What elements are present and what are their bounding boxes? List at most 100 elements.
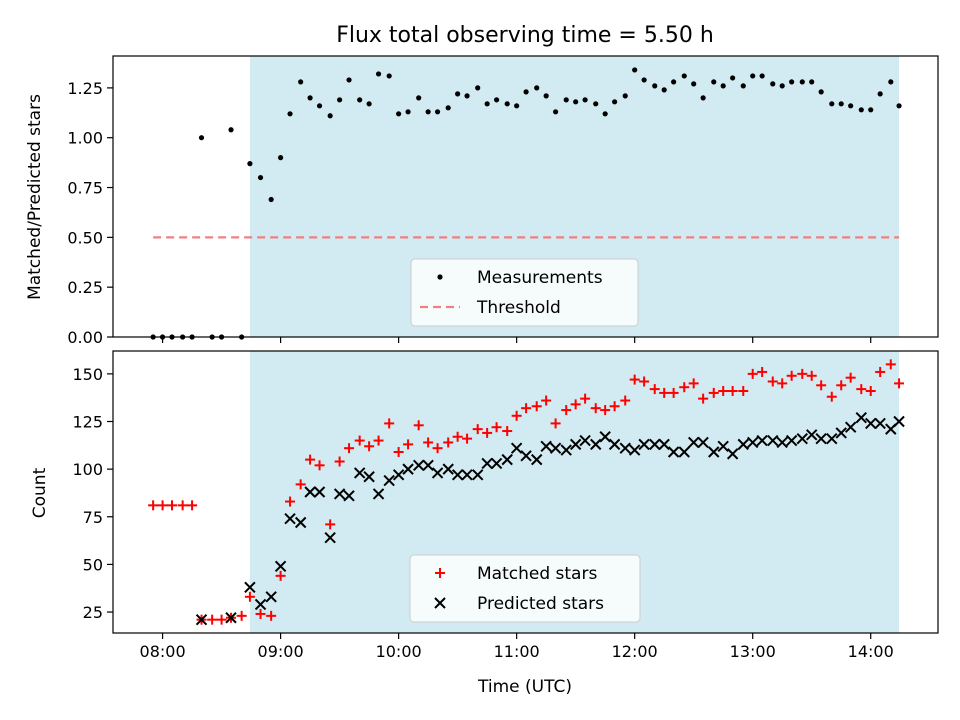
matched-star-point xyxy=(550,418,561,429)
cross-b xyxy=(434,597,446,609)
measurement-point xyxy=(661,87,667,93)
cross-b xyxy=(294,516,307,529)
bottom-ylabel: Count xyxy=(30,467,50,518)
top-legend-box xyxy=(410,258,639,327)
matched-star-point xyxy=(187,500,198,511)
cross-b xyxy=(265,591,277,603)
predicted-star-point xyxy=(501,453,513,466)
matched-star-point xyxy=(244,591,255,602)
cross-b xyxy=(608,438,621,451)
measurement-point xyxy=(316,103,323,109)
matched-star-point xyxy=(600,405,611,416)
matched-star-point xyxy=(698,393,709,404)
y-tick-label: 50 xyxy=(83,555,103,574)
measurement-point xyxy=(337,97,343,103)
measurement-point xyxy=(593,101,599,107)
matched-star-point xyxy=(856,384,867,395)
cross-b xyxy=(422,459,434,472)
matched-star-point xyxy=(295,479,306,490)
bottom-legend: Matched stars Predicted stars xyxy=(409,554,641,623)
bottom-legend-box xyxy=(409,554,641,623)
matched-star-point xyxy=(541,395,552,406)
matched-star-point xyxy=(590,403,601,414)
predicted-star-point xyxy=(254,598,267,611)
predicted-star-point xyxy=(343,490,355,502)
predicted-star-point xyxy=(608,438,621,451)
measurement-point xyxy=(298,79,304,85)
matched-star-point xyxy=(865,386,876,397)
matched-star-point xyxy=(177,500,188,511)
cross-b xyxy=(628,444,641,456)
measurement-point xyxy=(534,85,540,91)
matched-star-point xyxy=(777,378,788,389)
cross-b xyxy=(746,436,759,449)
predicted-star-point xyxy=(746,436,759,449)
cross-b xyxy=(383,474,395,487)
matched-star-point xyxy=(334,456,345,467)
y-tick-label: 0.75 xyxy=(67,179,103,198)
matched-star-point xyxy=(148,500,159,511)
cross-b xyxy=(540,440,552,452)
predicted-star-point xyxy=(785,434,798,447)
cross-b xyxy=(844,421,857,433)
matched-star-point xyxy=(443,437,454,448)
x-tick-label: 14:00 xyxy=(848,642,894,661)
cross-b xyxy=(510,442,523,454)
cross-b xyxy=(708,446,720,458)
measurement-point xyxy=(818,89,824,95)
matched-star-point xyxy=(266,610,277,621)
measurement-point xyxy=(464,93,470,99)
matched-star-point xyxy=(285,496,296,507)
predicted-star-point xyxy=(806,429,818,441)
predicted-star-point xyxy=(412,459,425,472)
cross-b xyxy=(244,581,256,593)
predicted-star-point xyxy=(687,436,700,449)
matched-star-point xyxy=(620,395,631,406)
matched-star-point xyxy=(659,387,670,398)
measurement-point xyxy=(396,111,402,117)
measurement-point xyxy=(307,95,313,101)
cross-b xyxy=(658,438,670,451)
cross-b xyxy=(442,463,454,475)
cross-b xyxy=(481,457,493,470)
predicted-star-point xyxy=(874,417,886,430)
cross-b xyxy=(687,436,700,449)
measurement-point xyxy=(671,79,677,85)
matched-star-point xyxy=(826,391,837,402)
cross-b xyxy=(667,446,680,458)
predicted-star-point xyxy=(451,469,464,481)
cross-b xyxy=(590,438,602,451)
cross-b xyxy=(304,486,316,498)
cross-b xyxy=(579,434,591,447)
matched-star-point xyxy=(354,435,365,446)
measurement-point xyxy=(641,77,647,83)
measurement-point xyxy=(730,75,736,81)
matched-star-point xyxy=(314,460,325,471)
cross-b xyxy=(826,432,838,445)
matched-star-point xyxy=(364,441,375,452)
predicted-star-point xyxy=(383,474,395,487)
cross-b xyxy=(619,442,631,454)
matched-star-point xyxy=(836,380,847,391)
predicted-star-point xyxy=(865,417,877,430)
y-tick-label: 25 xyxy=(83,603,103,622)
matched-star-point xyxy=(502,426,513,437)
predicted-star-point xyxy=(442,463,454,475)
predicted-star-point xyxy=(826,432,838,445)
predicted-star-point xyxy=(835,427,847,439)
matched-star-point xyxy=(344,443,355,454)
predicted-star-point xyxy=(471,469,484,481)
matched-star-point xyxy=(157,500,168,511)
cross-b xyxy=(835,427,847,439)
cross-b xyxy=(451,469,464,481)
measurement-point xyxy=(543,93,549,99)
matched-star-point xyxy=(167,500,178,511)
matched-star-point xyxy=(521,403,532,414)
measurement-point xyxy=(691,81,697,87)
matched-star-point xyxy=(216,614,227,625)
cross-b xyxy=(599,431,611,443)
measurement-point xyxy=(514,103,520,109)
predicted-star-point xyxy=(461,469,473,481)
predicted-star-point xyxy=(304,486,316,498)
measurement-point xyxy=(434,109,441,115)
